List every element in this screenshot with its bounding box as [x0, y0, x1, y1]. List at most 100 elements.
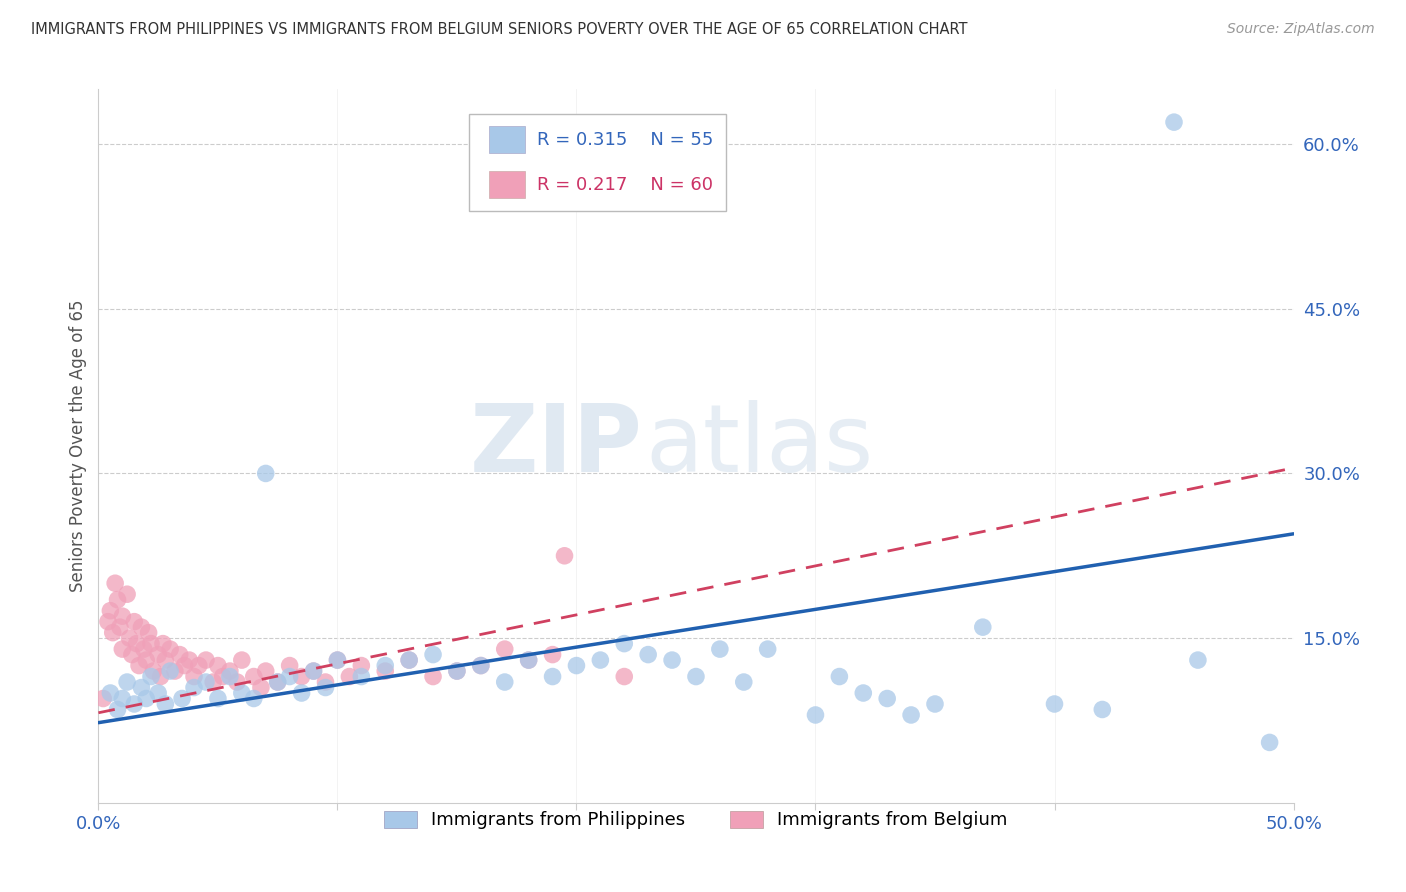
Point	[517, 653, 540, 667]
Point	[183, 669, 205, 683]
Point	[422, 648, 444, 662]
Point	[142, 664, 165, 678]
Point	[115, 675, 138, 690]
Point	[541, 669, 564, 683]
Point	[374, 664, 396, 678]
Point	[278, 669, 301, 683]
Point	[124, 697, 146, 711]
Point	[231, 686, 253, 700]
Point	[1258, 735, 1281, 749]
Point	[202, 675, 225, 690]
Point	[470, 658, 492, 673]
Point	[159, 664, 181, 678]
Point	[149, 669, 172, 683]
Point	[315, 675, 337, 690]
Point	[219, 669, 242, 683]
Point	[1091, 702, 1114, 716]
Point	[302, 664, 325, 678]
Point	[315, 681, 337, 695]
Point	[250, 681, 273, 695]
Point	[709, 642, 731, 657]
Point	[124, 615, 146, 629]
Point	[219, 664, 242, 678]
Point	[159, 642, 181, 657]
Point	[733, 675, 755, 690]
Point	[135, 653, 157, 667]
Point	[98, 686, 122, 700]
Point	[1163, 115, 1185, 129]
Point	[108, 620, 131, 634]
Point	[302, 664, 325, 678]
Point	[1187, 653, 1209, 667]
Text: atlas: atlas	[645, 400, 875, 492]
Point	[756, 642, 779, 657]
Point	[98, 604, 122, 618]
Point	[125, 637, 148, 651]
Point	[876, 691, 898, 706]
Point	[211, 669, 233, 683]
Point	[1043, 697, 1066, 711]
Point	[231, 653, 253, 667]
Point	[226, 675, 249, 690]
Point	[494, 642, 516, 657]
Point	[111, 691, 134, 706]
Point	[118, 631, 141, 645]
Point	[111, 609, 134, 624]
Point	[446, 664, 468, 678]
Point	[139, 637, 162, 651]
Point	[121, 648, 143, 662]
Point	[254, 467, 277, 481]
Text: R = 0.315    N = 55: R = 0.315 N = 55	[537, 131, 713, 149]
Point	[254, 664, 277, 678]
Point	[541, 648, 564, 662]
Point	[278, 658, 301, 673]
Point	[291, 686, 314, 700]
FancyBboxPatch shape	[489, 127, 524, 153]
Point	[91, 691, 114, 706]
Point	[207, 691, 229, 706]
Legend: Immigrants from Philippines, Immigrants from Belgium: Immigrants from Philippines, Immigrants …	[377, 804, 1015, 837]
Point	[326, 653, 349, 667]
Point	[422, 669, 444, 683]
Point	[267, 675, 290, 690]
Point	[374, 658, 396, 673]
Point	[152, 637, 174, 651]
Point	[852, 686, 875, 700]
Point	[589, 653, 612, 667]
Point	[138, 625, 160, 640]
Point	[517, 653, 540, 667]
Point	[972, 620, 994, 634]
Point	[111, 642, 134, 657]
Point	[339, 669, 361, 683]
Text: Source: ZipAtlas.com: Source: ZipAtlas.com	[1227, 22, 1375, 37]
FancyBboxPatch shape	[489, 171, 524, 198]
Point	[828, 669, 851, 683]
Text: ZIP: ZIP	[470, 400, 643, 492]
Point	[446, 664, 468, 678]
Point	[350, 658, 373, 673]
Point	[613, 669, 636, 683]
Point	[107, 592, 129, 607]
Point	[243, 669, 266, 683]
Point	[128, 658, 150, 673]
Point	[554, 549, 576, 563]
Point	[637, 648, 659, 662]
Point	[131, 681, 153, 695]
Point	[195, 675, 218, 690]
Point	[169, 648, 191, 662]
Point	[470, 658, 492, 673]
Point	[613, 637, 636, 651]
Point	[187, 658, 209, 673]
Point	[267, 675, 290, 690]
Point	[565, 658, 588, 673]
Point	[148, 648, 170, 662]
Point	[183, 681, 205, 695]
Point	[494, 675, 516, 690]
Point	[172, 691, 194, 706]
Text: IMMIGRANTS FROM PHILIPPINES VS IMMIGRANTS FROM BELGIUM SENIORS POVERTY OVER THE : IMMIGRANTS FROM PHILIPPINES VS IMMIGRANT…	[31, 22, 967, 37]
Point	[107, 702, 129, 716]
Point	[685, 669, 707, 683]
Point	[179, 653, 201, 667]
Point	[207, 658, 229, 673]
Point	[104, 576, 127, 591]
